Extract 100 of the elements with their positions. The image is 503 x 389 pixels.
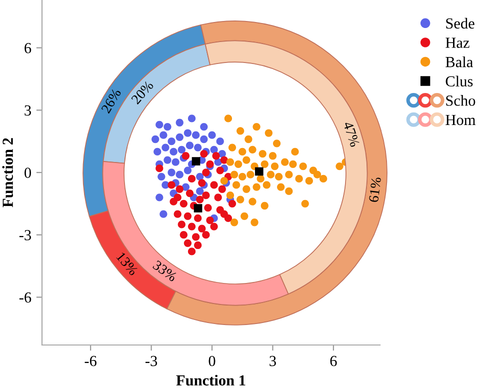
point — [212, 152, 220, 160]
point — [220, 176, 228, 185]
point — [216, 138, 224, 146]
y-tick-label: 0 — [24, 168, 31, 178]
x-tick-label: 3 — [270, 356, 276, 366]
point — [182, 183, 190, 191]
legend-label: Hom — [446, 114, 476, 126]
point — [188, 114, 196, 122]
point — [194, 144, 202, 152]
point — [204, 204, 212, 212]
point — [230, 170, 238, 178]
point — [158, 172, 166, 180]
point — [336, 162, 344, 170]
point — [258, 150, 266, 158]
x-tick-label: 0 — [208, 356, 216, 366]
point — [260, 202, 268, 210]
point — [291, 148, 299, 156]
point — [164, 156, 172, 164]
point — [210, 181, 218, 189]
point — [184, 129, 192, 137]
point — [168, 138, 176, 146]
point — [178, 146, 186, 154]
point — [216, 166, 224, 174]
legend-label: Clus — [446, 76, 473, 87]
x-axis-title: Function 1 — [176, 374, 246, 386]
point — [226, 192, 234, 200]
point — [255, 167, 264, 176]
point — [206, 216, 214, 224]
point — [285, 187, 293, 196]
point — [214, 194, 222, 202]
point — [176, 118, 184, 126]
legend-label: Haz — [446, 38, 470, 48]
point — [192, 131, 200, 139]
point — [200, 122, 208, 131]
point — [250, 218, 258, 226]
point — [192, 157, 200, 166]
point — [188, 248, 196, 256]
point — [320, 174, 328, 183]
point — [238, 148, 246, 156]
y-tick-label: -6 — [19, 292, 32, 303]
y-axis-title: Function 2 — [2, 138, 14, 208]
point — [208, 131, 216, 139]
point — [210, 222, 218, 230]
point — [196, 172, 204, 180]
point — [252, 122, 260, 131]
point — [228, 144, 236, 152]
point — [252, 183, 260, 191]
point — [305, 176, 313, 185]
point — [176, 170, 184, 178]
point — [188, 174, 196, 183]
point — [234, 160, 242, 168]
point — [202, 192, 210, 200]
point — [168, 181, 176, 189]
x-tick-label: -3 — [146, 356, 158, 366]
point — [192, 233, 200, 241]
point — [246, 170, 254, 178]
point — [301, 200, 309, 208]
point — [156, 120, 164, 129]
point — [236, 196, 244, 204]
point — [232, 181, 240, 189]
point — [164, 122, 172, 131]
point — [240, 212, 248, 220]
point — [196, 196, 204, 204]
point — [242, 185, 250, 193]
point — [299, 162, 307, 170]
legend-label: Sede — [446, 18, 474, 29]
x-tick-label: 6 — [330, 356, 337, 366]
point — [248, 198, 256, 206]
data-label: 20% — [130, 80, 154, 105]
point — [277, 183, 285, 191]
point — [156, 194, 164, 202]
point — [289, 160, 297, 168]
point — [170, 148, 178, 156]
point — [168, 168, 176, 176]
point — [196, 187, 204, 196]
point — [242, 156, 250, 164]
legend-label: Scho — [446, 95, 476, 106]
point — [188, 222, 196, 230]
point — [194, 241, 202, 250]
point — [174, 194, 182, 202]
data-label: 47% — [343, 120, 360, 148]
data-label: 33% — [152, 260, 178, 282]
point — [194, 214, 202, 222]
point — [260, 160, 268, 168]
point — [162, 144, 170, 152]
point — [172, 158, 180, 166]
point — [160, 210, 168, 218]
point — [180, 231, 188, 239]
point — [272, 140, 281, 148]
point — [174, 210, 182, 218]
point — [160, 131, 168, 139]
point — [218, 185, 226, 193]
point — [184, 166, 192, 174]
point — [226, 158, 234, 166]
x-tick-label: -6 — [84, 356, 96, 366]
point — [281, 158, 289, 166]
point — [236, 127, 244, 135]
point — [178, 220, 186, 228]
y-tick-label: 3 — [24, 105, 31, 116]
y-tick-label: 6 — [24, 42, 32, 54]
